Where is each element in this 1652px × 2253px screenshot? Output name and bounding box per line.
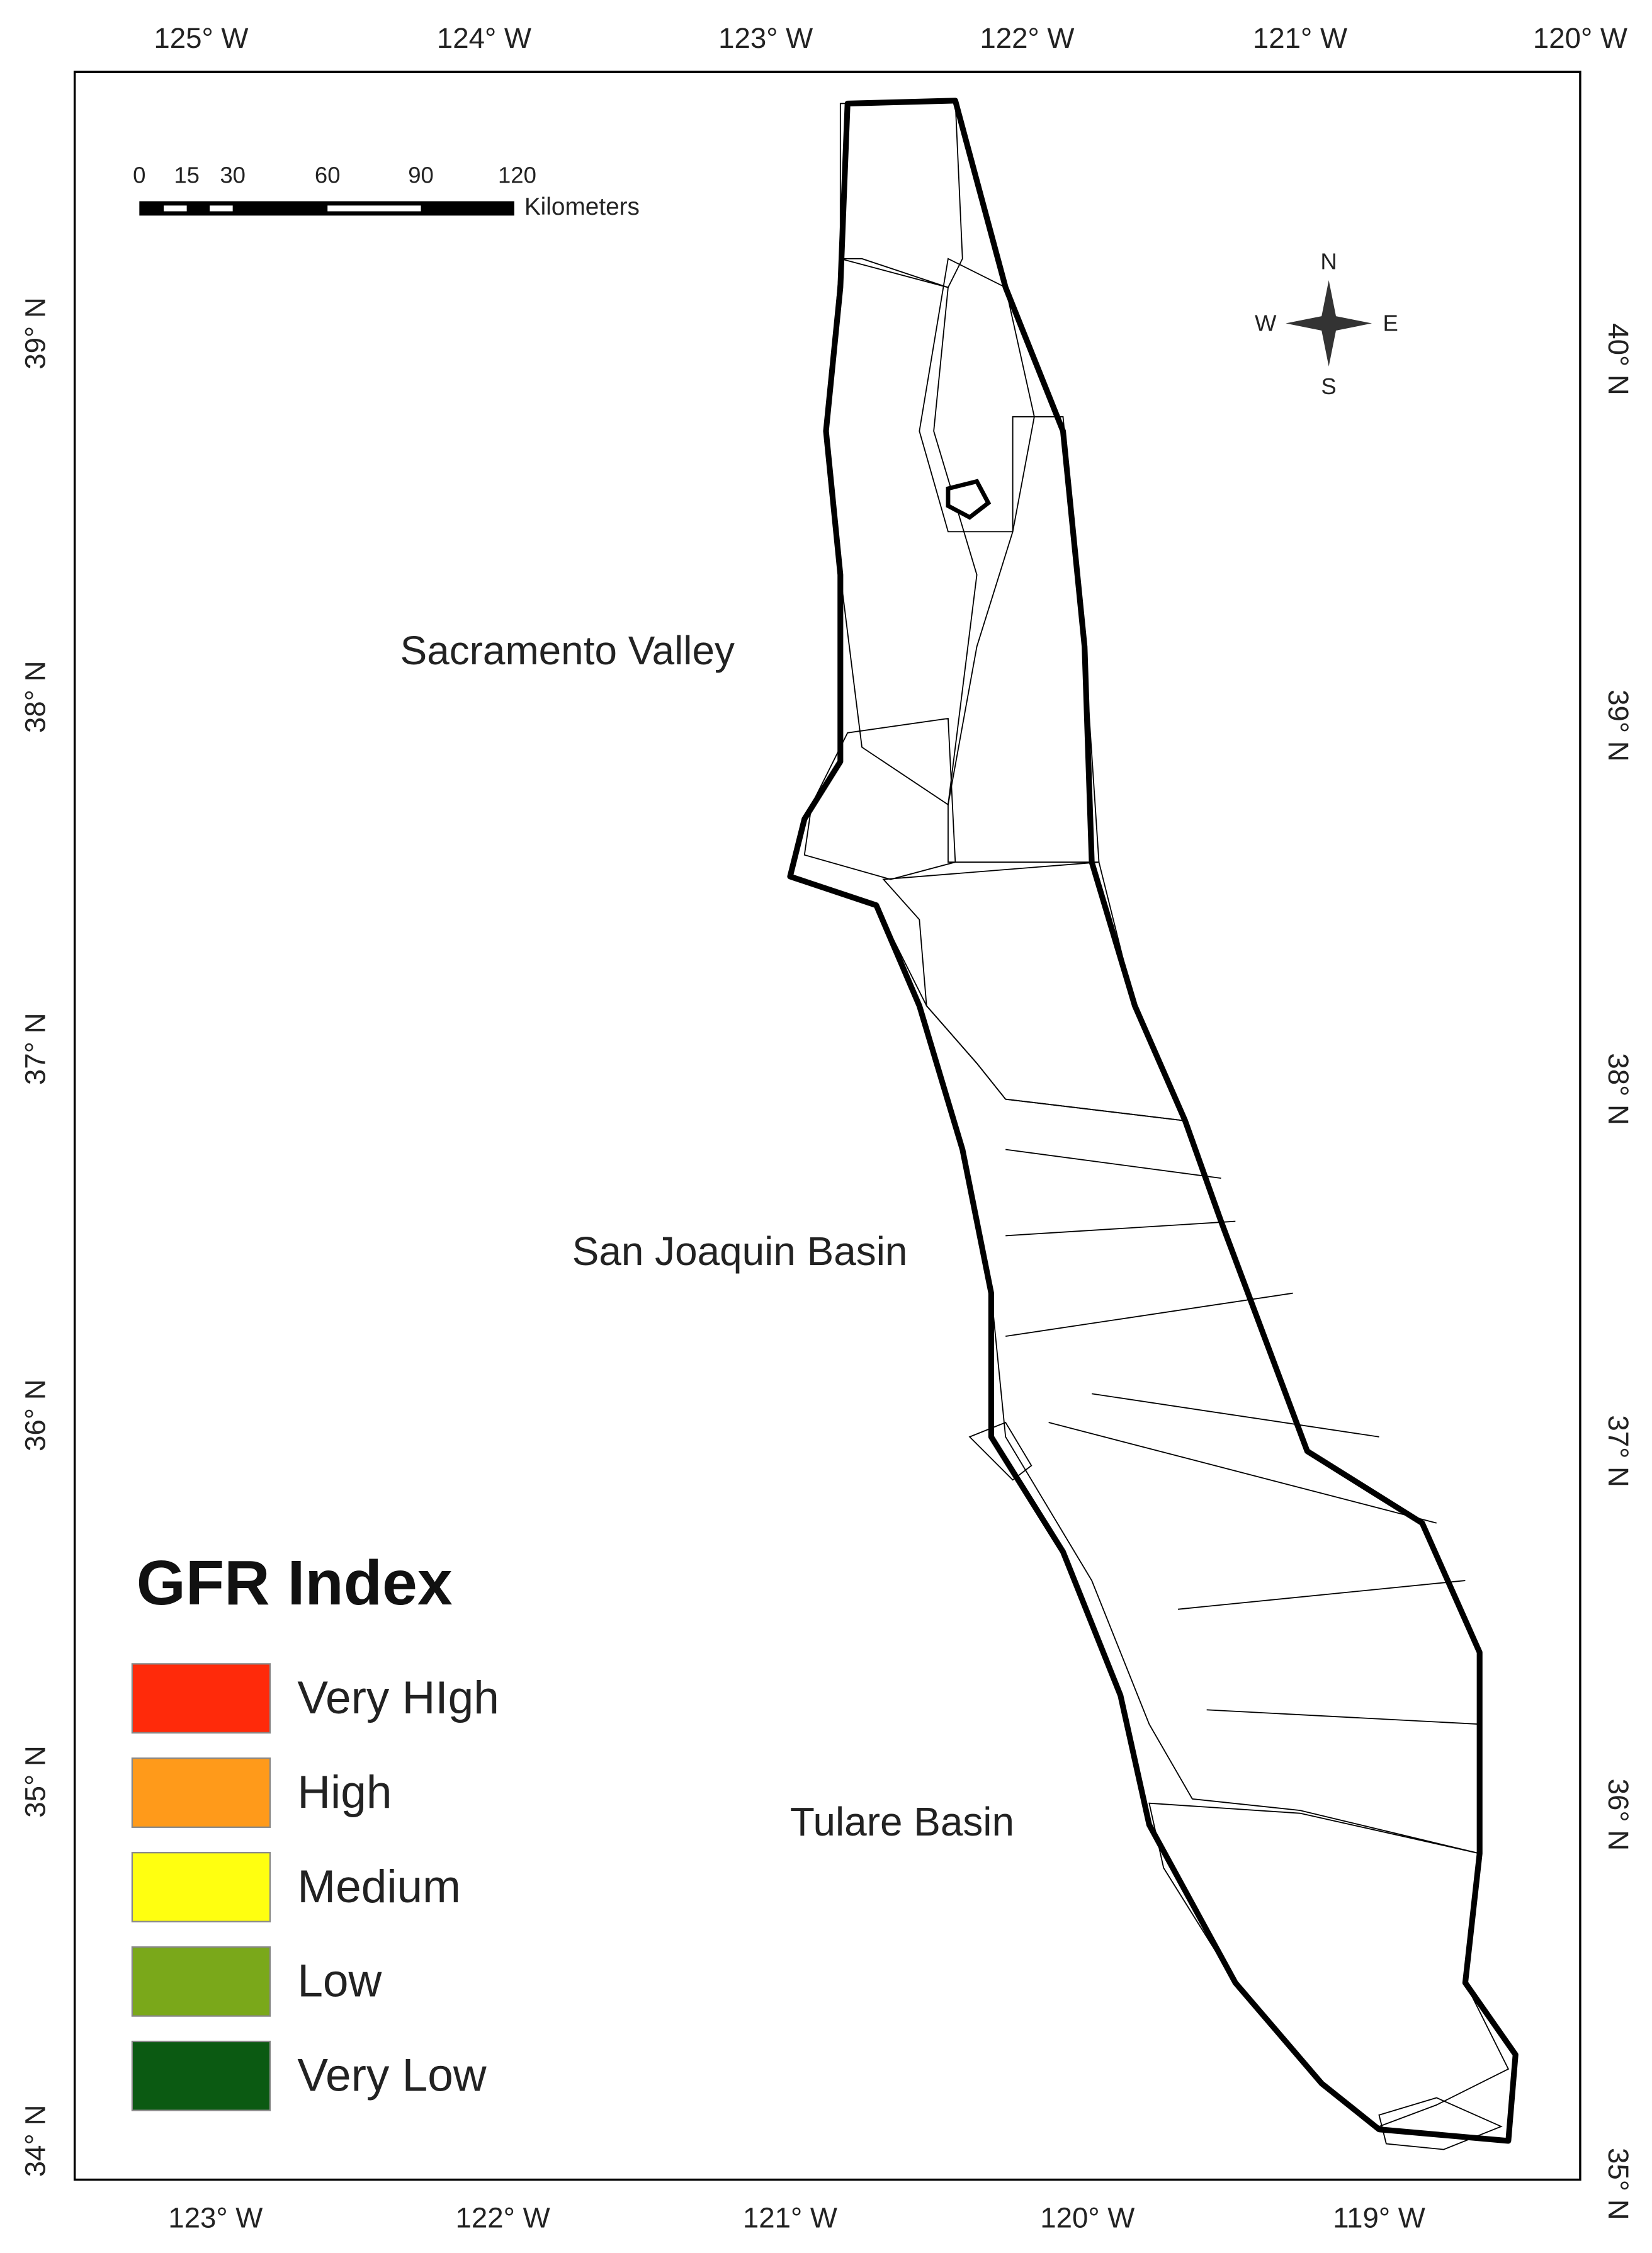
compass-needle (1286, 314, 1372, 332)
compass-n: N (1320, 248, 1337, 274)
compass-w: W (1255, 310, 1277, 336)
scale-tick-label: 0 (133, 162, 145, 188)
legend-label: High (297, 1767, 392, 1818)
right-axis-label: 37° N (1602, 1415, 1634, 1487)
right-axis-label: 39° N (1602, 690, 1634, 762)
scale-bar-segment (210, 205, 233, 212)
region-very-low (1378, 2097, 1503, 2150)
bottom-axis-label: 121° W (743, 2201, 837, 2233)
legend-swatch (131, 1663, 271, 1734)
scale-bar-segment (327, 205, 421, 212)
region-label: Sacramento Valley (400, 628, 735, 673)
region-very-high (876, 905, 1481, 1854)
left-axis-label: 37° N (19, 1013, 51, 1085)
left-axis-label: 35° N (19, 1745, 51, 1818)
legend-swatch (131, 2040, 271, 2111)
right-axis-label: 38° N (1602, 1053, 1634, 1125)
scale-unit: Kilometers (524, 193, 640, 220)
top-axis-label: 121° W (1253, 22, 1347, 54)
legend: Very HIgh High Medium Low Very Low (131, 1663, 499, 2111)
scale-bar: Kilometers 0 15 30 60 90 120 (133, 162, 640, 220)
region-label: San Joaquin Basin (572, 1229, 908, 1274)
legend-swatch (131, 1852, 271, 1922)
compass: N S W E (1255, 248, 1398, 399)
legend-label: Low (297, 1956, 382, 2007)
top-axis-label: 125° W (154, 22, 248, 54)
scale-tick-label: 60 (315, 162, 341, 188)
axis-labels: 125° W 124° W 123° W 122° W 121° W 120° W 123°… (19, 22, 1634, 2233)
scale-bar-body (139, 201, 514, 216)
region-medium (919, 258, 1035, 533)
left-axis-label: 39° N (19, 297, 51, 370)
compass-s: S (1321, 373, 1336, 399)
top-axis-label: 123° W (718, 22, 813, 54)
subbasin-boundaries (1005, 1149, 1480, 1725)
right-axis-label: 40° N (1602, 323, 1634, 395)
bottom-axis-label: 123° W (168, 2201, 263, 2233)
left-axis-label: 38° N (19, 661, 51, 733)
top-axis-label: 124° W (437, 22, 531, 54)
region-high (1148, 1802, 1510, 2128)
legend-label: Very HIgh (297, 1672, 499, 1723)
legend-label: Very Low (297, 2050, 487, 2101)
legend-label: Medium (297, 1861, 461, 1912)
scale-tick-label: 90 (408, 162, 434, 188)
buttes (946, 479, 992, 520)
bottom-axis-label: 120° W (1040, 2201, 1134, 2233)
legend-swatch (131, 1757, 271, 1828)
top-axis-label: 120° W (1533, 22, 1627, 54)
region-high (882, 861, 1186, 1121)
scale-tick-label: 15 (174, 162, 200, 188)
bottom-axis-label: 122° W (456, 2201, 550, 2233)
legend-title: GFR Index (137, 1548, 453, 1618)
valley-outline (787, 98, 1519, 2144)
region-low (839, 99, 963, 288)
legend-swatch (131, 1946, 271, 2017)
region-medium (803, 717, 956, 880)
scale-bar-segment (164, 205, 187, 212)
top-axis-label: 122° W (980, 22, 1074, 54)
map-frame (73, 71, 1581, 2181)
left-axis-label: 36° N (19, 1379, 51, 1451)
compass-e: E (1383, 310, 1398, 336)
right-axis-label: 35° N (1602, 2148, 1634, 2220)
bottom-axis-label: 119° W (1333, 2201, 1425, 2233)
region-label: Tulare Basin (790, 1799, 1014, 1844)
valley-regions (787, 98, 1519, 2150)
right-axis-label: 36° N (1602, 1779, 1634, 1851)
scale-tick-label: 120 (498, 162, 536, 188)
left-axis-label: 34° N (19, 2105, 51, 2177)
scale-tick-label: 30 (220, 162, 246, 188)
